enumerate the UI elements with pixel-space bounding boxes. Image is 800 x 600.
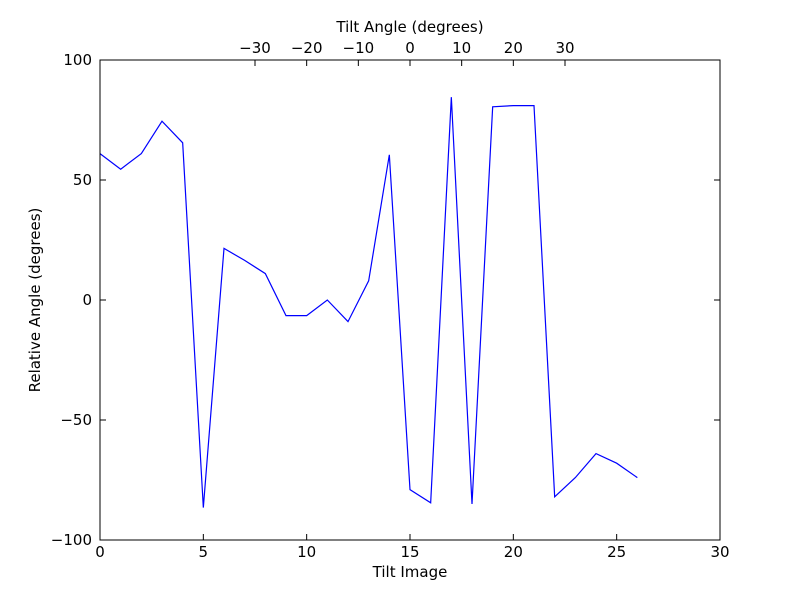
x-tick-label: 20 xyxy=(504,543,523,561)
top-x-tick-label: 0 xyxy=(405,39,415,57)
top-x-tick-label: −10 xyxy=(343,39,375,57)
y-tick-label: −100 xyxy=(51,531,92,549)
x-tick-label: 30 xyxy=(710,543,729,561)
top-x-tick-label: 30 xyxy=(555,39,574,57)
x-tick-label: 25 xyxy=(607,543,626,561)
top-x-axis-label: Tilt Angle (degrees) xyxy=(335,18,483,36)
y-tick-label: 50 xyxy=(73,171,92,189)
top-x-tick-label: −20 xyxy=(291,39,323,57)
ticks-layer: 0 5 10 15 20 25 30−30 −20 −10 0 10 20 30−100−5005010… xyxy=(51,39,730,561)
x-axis-label: Tilt Image xyxy=(372,563,448,581)
series-line-0 xyxy=(99,97,638,508)
y-tick-label: 0 xyxy=(82,291,92,309)
top-x-tick-label: −30 xyxy=(239,39,271,57)
top-x-tick-label: 10 xyxy=(452,39,471,57)
x-tick-label: 10 xyxy=(297,543,316,561)
y-axis-label: Relative Angle (degrees) xyxy=(26,208,44,393)
plot-layer xyxy=(99,97,638,508)
x-tick-label: 15 xyxy=(400,543,419,561)
x-tick-label: 5 xyxy=(199,543,209,561)
y-tick-label: −50 xyxy=(60,411,92,429)
x-tick-label: 0 xyxy=(95,543,105,561)
y-tick-label: 100 xyxy=(63,51,92,69)
top-x-tick-label: 20 xyxy=(504,39,523,57)
